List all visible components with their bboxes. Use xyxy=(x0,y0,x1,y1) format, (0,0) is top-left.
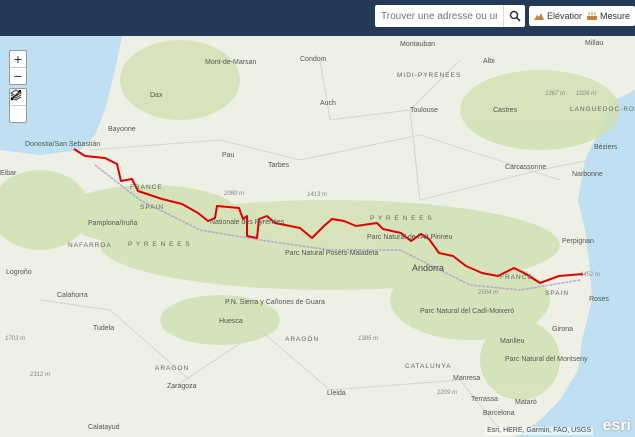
place-label: 1209 m xyxy=(437,390,458,396)
place-label: Dax xyxy=(150,92,163,99)
place-label: Castres xyxy=(493,107,518,114)
layers-button[interactable] xyxy=(10,89,26,122)
place-label: 1413 m xyxy=(307,192,328,198)
place-label: SPAIN xyxy=(545,290,570,297)
place-label: LANGUEDOC-ROUSSILLON xyxy=(570,106,635,113)
place-label: Pau xyxy=(222,152,235,159)
terrain-green xyxy=(0,40,620,400)
place-label: CATALUNYA xyxy=(405,363,452,370)
measure-label: Mesure xyxy=(600,11,631,21)
place-label: Manresa xyxy=(453,375,481,382)
place-label: FRANCE xyxy=(500,274,533,281)
layers-icon xyxy=(10,89,22,101)
place-label: Andorra xyxy=(412,263,445,273)
map-view[interactable]: Millau Montauban Condom Mont-de-Marsan Albi M… xyxy=(0,36,635,437)
place-label: 2312 m xyxy=(30,372,51,378)
place-label: Carcassonne xyxy=(505,164,547,171)
place-label: 2504 m xyxy=(478,290,499,296)
place-label: Toulouse xyxy=(410,107,439,114)
zoom-in-button[interactable]: + xyxy=(10,51,26,68)
place-label: Roses xyxy=(589,296,609,303)
place-label: Mont-de-Marsan xyxy=(205,59,257,66)
attribution: Esri, HERE, Garmin, FAO, USGS xyxy=(485,427,593,435)
search-button[interactable] xyxy=(503,5,525,27)
place-label: 1026 m xyxy=(576,91,597,97)
header-bar: Elévation Mesure xyxy=(0,0,635,36)
place-label: Pamplona/Iruña xyxy=(88,220,138,227)
place-label: Huesca xyxy=(219,318,243,325)
place-label: Bayonne xyxy=(108,126,136,133)
sea-mediterranean xyxy=(515,36,635,437)
place-label: FRANCE xyxy=(130,184,163,191)
place-label: Calahorra xyxy=(57,292,88,299)
place-label: Auch xyxy=(320,100,336,107)
search-input[interactable] xyxy=(375,5,503,27)
zoom-out-button[interactable]: − xyxy=(13,68,23,84)
elevation-icon xyxy=(534,13,544,20)
place-label: ARAGON xyxy=(155,365,190,372)
basemap xyxy=(0,36,635,437)
place-label: Mataró xyxy=(515,399,537,406)
place-label: Tudela xyxy=(93,325,115,332)
place-label: Eibar xyxy=(0,170,17,177)
place-label: Zaragoza xyxy=(167,383,197,390)
place-label: Millau xyxy=(585,40,604,47)
search-box xyxy=(375,5,525,27)
elevation-button[interactable]: Elévation xyxy=(529,6,590,26)
search-icon xyxy=(509,10,521,22)
place-label: Perpignan xyxy=(562,238,594,245)
place-label: Albi xyxy=(483,58,495,65)
place-label: P.N. Sierra y Cañones de Guara xyxy=(225,299,325,306)
place-label: Logroño xyxy=(6,269,32,276)
place-label: Calatayud xyxy=(88,424,120,431)
place-label: Girona xyxy=(552,326,574,333)
place-label: Parc Natural Posets-Maladeta xyxy=(285,250,379,257)
place-label: Barcelona xyxy=(483,410,515,417)
place-label: Lleida xyxy=(327,390,346,397)
place-label: Terrassa xyxy=(471,396,498,403)
place-label: SPAIN xyxy=(140,204,165,211)
place-label: 1452 m xyxy=(580,272,601,278)
trail-route[interactable] xyxy=(73,148,584,284)
roads xyxy=(39,59,591,431)
measure-button[interactable]: Mesure xyxy=(582,6,635,26)
place-label: 2080 m xyxy=(224,191,245,197)
tool-control xyxy=(9,88,27,123)
place-label: Donostia/San Sebastián xyxy=(25,141,101,148)
zoom-control: + − xyxy=(9,50,27,85)
esri-logo: esri xyxy=(602,417,631,434)
elevation-label: Elévation xyxy=(547,11,585,21)
place-label: 1267 m xyxy=(545,91,566,97)
place-label: Narbonne xyxy=(572,171,603,178)
place-label: P Y R E N E E S xyxy=(128,241,191,248)
border-line xyxy=(94,164,581,291)
place-label: 1385 m xyxy=(358,336,379,342)
place-label: 1703 m xyxy=(5,336,26,342)
place-label: Montauban xyxy=(400,41,436,48)
place-label: Parc Natural del Cadí-Moixeró xyxy=(420,308,515,315)
place-label: NAFARROA xyxy=(68,242,112,249)
place-label: Tarbes xyxy=(268,162,290,169)
place-label: Condom xyxy=(300,56,327,63)
place-label: Parc Natural del Montseny xyxy=(505,356,588,363)
place-label: MIDI-PYRENEES xyxy=(397,72,462,79)
place-label: Parc Natural de l'Alt Pirineu xyxy=(367,234,453,241)
place-label: ARAGÓN xyxy=(285,336,320,343)
ruler-icon xyxy=(587,12,597,20)
place-label: Béziers xyxy=(594,144,618,151)
place-label: Nationale des Pyrénées xyxy=(210,219,285,226)
place-label: P Y R E N E E S xyxy=(370,215,433,222)
sea-atlantic xyxy=(0,36,122,155)
place-label: Manlleu xyxy=(500,338,525,345)
